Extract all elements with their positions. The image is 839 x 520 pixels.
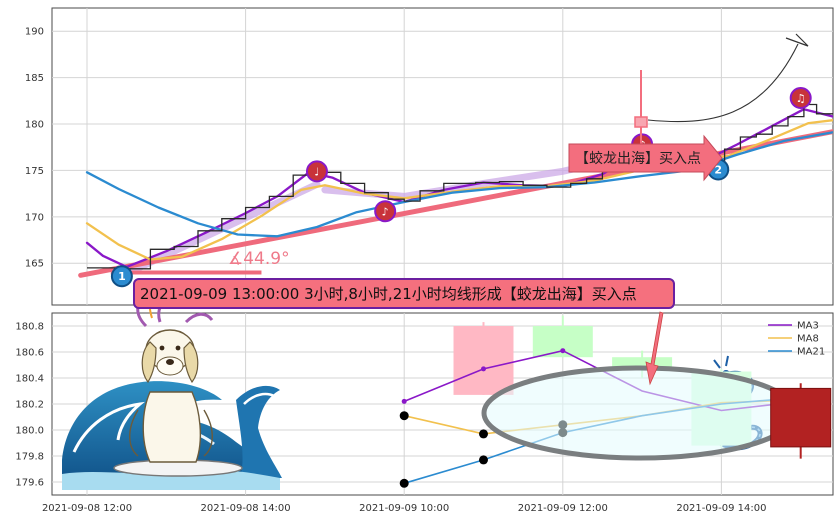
annotation-pointer-arrow (645, 311, 664, 386)
signal-number-badge: 1 (110, 265, 133, 288)
buy-point-label: 【蛟龙出海】买入点 (568, 134, 723, 182)
series-ma21 (85, 131, 833, 238)
series-dot (481, 366, 486, 372)
bottom-y-tick-label: 180.8 (15, 322, 44, 333)
top-y-tick-label: 185 (25, 73, 44, 84)
candle (770, 383, 832, 459)
note-badge: ♫ (789, 87, 812, 110)
bottom-y-tick-label: 179.6 (15, 478, 44, 489)
legend-label: MA8 (797, 334, 819, 345)
candle (453, 322, 514, 395)
badge-label: 2 (714, 163, 722, 176)
bottom-y-tick-label: 180.2 (15, 400, 44, 411)
top-y-tick-label: 190 (25, 27, 44, 38)
surfing-dog-illustration (113, 294, 243, 477)
top-series (78, 103, 833, 278)
series-dot (479, 455, 488, 465)
series-dot (479, 429, 488, 439)
badge-circle (305, 160, 328, 183)
candle-body (770, 387, 832, 448)
badge-circle (374, 200, 397, 223)
badge-label: ♩ (314, 165, 319, 178)
signal-annotation: 2021-09-09 13:00:00 3小时,8小时,21小时均线形成【蛟龙出… (133, 278, 675, 309)
x-tick-label: 2021-09-09 12:00 (518, 503, 608, 514)
top-y-tick-label: 165 (25, 259, 44, 270)
legend-label: MA3 (797, 321, 819, 332)
badge-label: ♫ (796, 92, 806, 105)
note-badge: ♩ (305, 160, 328, 183)
legend-label: MA21 (797, 347, 825, 358)
bottom-y-tick-label: 180.6 (15, 348, 44, 359)
curved-arrow-head (785, 33, 809, 47)
axis-tick-labels: 2021-09-08 12:00 2021-09-08 14:00 2021-09-… (15, 27, 766, 514)
note-badge: ♪ (374, 200, 397, 223)
x-tick-label: 2021-09-09 10:00 (359, 503, 449, 514)
bottom-y-tick-label: 179.8 (15, 452, 44, 463)
highlight-ellipse (481, 365, 799, 461)
legend: MA3 MA8 MA21 (768, 321, 825, 358)
buy-point-square (634, 116, 648, 128)
badge-label: 1 (118, 270, 126, 283)
x-tick-label: 2021-09-08 14:00 (201, 503, 291, 514)
badge-label: ♪ (382, 205, 389, 218)
candle-body (453, 326, 514, 395)
top-y-tick-label: 180 (25, 120, 44, 131)
signal-annotation-text: 2021-09-09 13:00:00 3小时,8小时,21小时均线形成【蛟龙出… (140, 285, 637, 303)
curved-arrow (647, 43, 799, 123)
trend-angle-label: ∡44.9° (228, 249, 290, 269)
x-tick-label: 2021-09-08 12:00 (42, 503, 132, 514)
series-dot (399, 411, 409, 421)
series-dot (560, 348, 566, 354)
badge-circle (110, 265, 133, 288)
series-dot (401, 398, 407, 404)
candle-body (612, 357, 673, 369)
buy-point-text: 【蛟龙出海】买入点 (575, 151, 701, 167)
badge-circle (789, 87, 812, 110)
bottom-y-tick-label: 180.0 (15, 426, 44, 437)
top-y-tick-label: 175 (25, 166, 44, 177)
bottom-y-tick-label: 180.4 (15, 374, 44, 385)
highlight-candle-layer (770, 383, 832, 459)
series-dot (399, 478, 409, 488)
x-tick-label: 2021-09-09 14:00 (676, 503, 766, 514)
series-ma8 (85, 119, 833, 261)
top-y-tick-label: 170 (25, 212, 44, 223)
